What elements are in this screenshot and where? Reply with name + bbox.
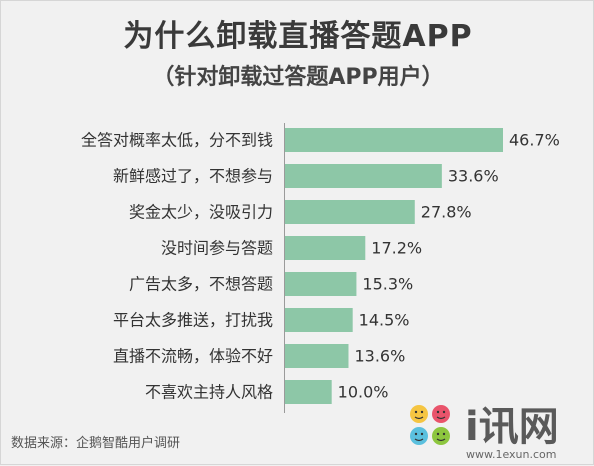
value-label: 27.8% [421, 203, 472, 222]
category-label: 奖金太少，没吸引力 [129, 203, 273, 222]
bar-chart: 全答对概率太低，分不到钱 46.7% 新鲜感过了，不想参与 33.6% 奖金太少，没吸引… [81, 123, 560, 413]
bar [285, 380, 332, 404]
value-label: 10.0% [338, 383, 389, 402]
bar [285, 344, 349, 368]
watermark-url: www.1exun.com [466, 448, 557, 461]
bar [285, 200, 415, 224]
chart-title: 为什么卸载直播答题APP [123, 19, 473, 54]
bar [285, 272, 357, 296]
smiley-faces-icon [410, 405, 450, 445]
bar [285, 236, 366, 260]
category-label: 没时间参与答题 [161, 239, 273, 258]
bar [285, 308, 353, 332]
chart-subtitle: （针对卸载过答题APP用户） [152, 65, 444, 90]
watermark-brand: i讯网 [465, 404, 559, 450]
category-label: 全答对概率太低，分不到钱 [81, 131, 273, 150]
value-label: 46.7% [509, 131, 560, 150]
category-label: 不喜欢主持人风格 [145, 383, 273, 402]
category-label: 新鲜感过了，不想参与 [113, 167, 273, 186]
value-label: 15.3% [362, 275, 413, 294]
category-label: 广告太多，不想答题 [129, 275, 273, 294]
bar [285, 164, 442, 188]
watermark-logo: i讯网 [410, 404, 559, 450]
bars-layer: 全答对概率太低，分不到钱 46.7% 新鲜感过了，不想参与 33.6% 奖金太少，没吸引… [81, 128, 560, 404]
category-label: 平台太多推送，打扰我 [113, 311, 273, 330]
category-label: 直播不流畅，体验不好 [113, 347, 273, 366]
value-label: 14.5% [359, 311, 410, 330]
value-label: 33.6% [448, 167, 499, 186]
value-label: 17.2% [371, 239, 422, 258]
value-label: 13.6% [354, 347, 405, 366]
bar [285, 128, 503, 152]
data-source-note: 数据来源：企鹅智酷用户调研 [11, 436, 181, 451]
